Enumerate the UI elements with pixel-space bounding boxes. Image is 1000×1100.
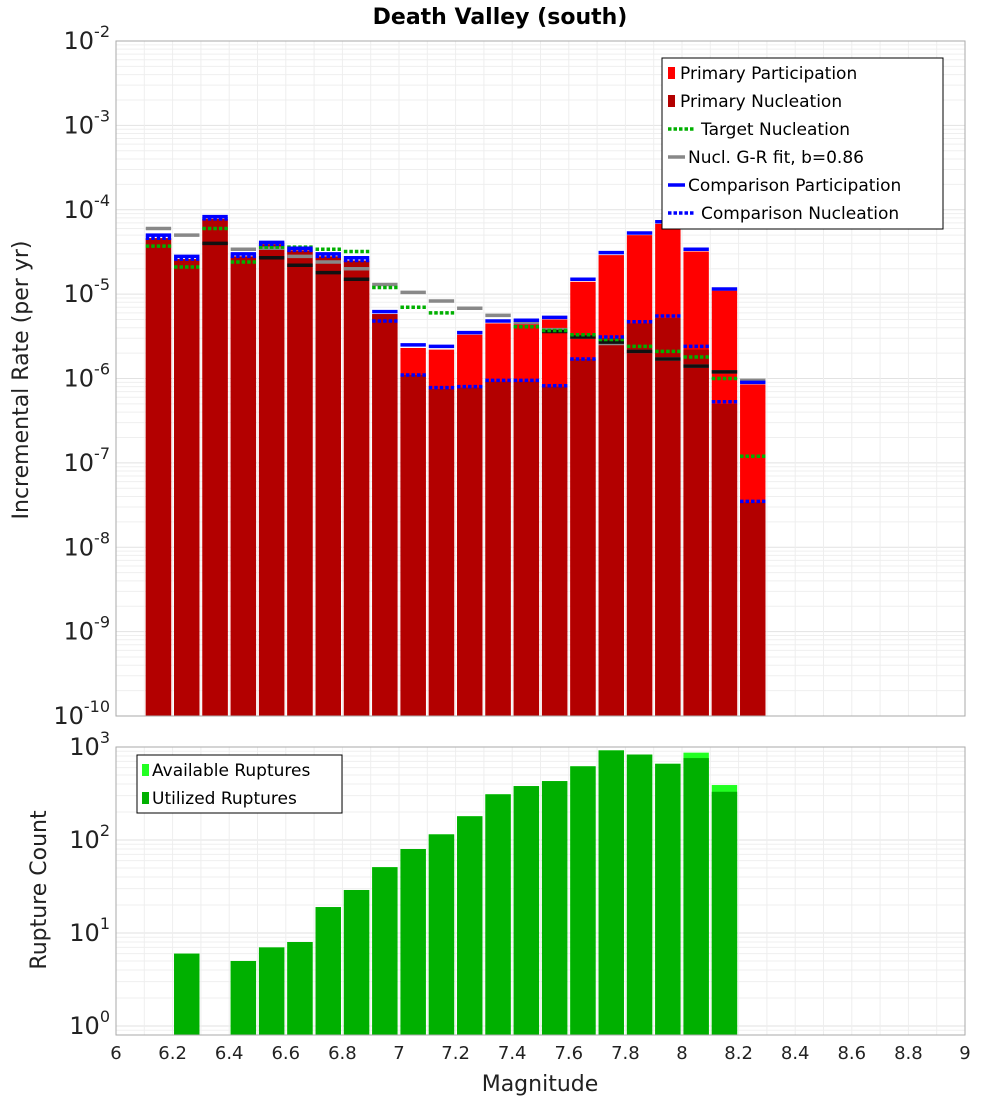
utilized-rupture-bar <box>400 849 426 1035</box>
utilized-rupture-bar <box>513 786 540 1035</box>
nucleation-bar <box>541 386 568 716</box>
x-tick-label: 7.2 <box>441 1043 470 1064</box>
top-plot-frame <box>115 40 966 717</box>
x-tick-label: 6.6 <box>271 1043 300 1064</box>
legend-label: Nucl. G-R fit, b=0.86 <box>688 148 864 168</box>
utilized-rupture-bar <box>372 867 398 1035</box>
top-y-tick-label: 10-4 <box>64 191 111 224</box>
nucleation-bar <box>513 381 540 716</box>
nucleation-bar <box>315 256 341 716</box>
nucleation-bar <box>343 260 370 716</box>
bottom-y-tick-label: 103 <box>69 728 110 761</box>
utilized-rupture-bar <box>683 758 709 1035</box>
nucleation-bar <box>258 244 285 717</box>
nucleation-bar <box>626 323 653 716</box>
nucleation-bar <box>145 238 172 716</box>
bottom-y-tick-label: 100 <box>69 1007 110 1040</box>
nucleation-bar <box>683 349 709 716</box>
bottom-bars <box>174 750 738 1035</box>
utilized-rupture-bar <box>626 754 653 1035</box>
bottom-y-tick-label: 102 <box>69 821 110 854</box>
top-legend-box <box>661 57 944 230</box>
nucleation-bar <box>287 250 313 717</box>
legend-label: Comparison Nucleation <box>701 204 899 224</box>
utilized-rupture-bar <box>343 889 370 1035</box>
utilized-rupture-bar <box>287 942 313 1035</box>
chart-title: Death Valley (south) <box>373 5 628 30</box>
x-tick-label: 9 <box>959 1043 970 1064</box>
utilized-rupture-bar <box>570 766 596 1035</box>
x-tick-label: 7 <box>393 1043 404 1064</box>
legend-label: Comparison Participation <box>688 176 901 196</box>
bottom-y-tick-labels: 100 101 102 103 <box>69 728 110 1040</box>
bottom-y-axis-label: Rupture Count <box>27 810 52 970</box>
bottom-legend-box <box>136 754 343 814</box>
top-y-tick-label: 10-10 <box>53 697 110 730</box>
x-tick-label: 8.4 <box>781 1043 810 1064</box>
x-tick-label: 8.2 <box>724 1043 753 1064</box>
legend-label: Target Nucleation <box>700 120 850 140</box>
top-legend: Primary Participation Primary Nucleation T… <box>661 57 944 230</box>
utilized-rupture-bar <box>655 763 681 1035</box>
nucleation-bar <box>372 314 398 716</box>
nucleation-bar <box>570 359 596 716</box>
x-tick-label: 8.6 <box>837 1043 866 1064</box>
utilized-rupture-bar <box>711 791 738 1035</box>
utilized-rupture-bar <box>541 781 568 1035</box>
top-y-tick-label: 10-5 <box>64 275 111 308</box>
nucleation-bar <box>485 381 511 716</box>
utilized-rupture-bar <box>315 907 341 1035</box>
x-tick-label: 6.4 <box>215 1043 244 1064</box>
bottom-y-tick-label: 101 <box>69 914 110 947</box>
nucleation-bar <box>174 259 200 716</box>
nucleation-bar <box>711 403 738 716</box>
top-y-tick-label: 10-3 <box>64 106 111 139</box>
legend-swatch <box>142 764 149 776</box>
nucleation-bar <box>457 387 483 716</box>
nucleation-bar <box>230 256 257 716</box>
legend-label: Available Ruptures <box>152 761 310 781</box>
utilized-rupture-bar <box>174 953 200 1035</box>
utilized-rupture-bar <box>457 816 483 1035</box>
legend-label: Primary Nucleation <box>680 92 842 112</box>
utilized-rupture-bar <box>428 834 455 1035</box>
nucleation-bar <box>428 389 455 716</box>
x-tick-labels: 6 6.2 6.4 6.6 6.8 7 7.2 7.4 7.6 7.8 8 8.2 8.4 8.6 8.8 9 <box>110 1043 970 1064</box>
top-y-tick-labels: 10-10 10-9 10-8 10-7 10-6 10-5 10-4 10-3 10-2 <box>53 22 110 730</box>
top-markers <box>145 214 766 504</box>
top-y-tick-label: 10-8 <box>64 528 111 561</box>
top-y-tick-label: 10-6 <box>64 360 111 393</box>
bottom-plot-frame <box>115 746 966 1036</box>
utilized-rupture-bar <box>258 947 285 1035</box>
legend-swatch <box>668 95 675 107</box>
x-axis-label: Magnitude <box>482 1072 599 1097</box>
x-tick-label: 7.6 <box>554 1043 583 1064</box>
x-tick-label: 6.8 <box>328 1043 357 1064</box>
nucleation-bar <box>655 318 681 716</box>
top-y-axis-label: Incremental Rate (per yr) <box>9 241 34 520</box>
legend-swatch <box>142 792 149 804</box>
x-tick-label: 8 <box>676 1043 687 1064</box>
x-tick-label: 6.2 <box>158 1043 187 1064</box>
top-y-tick-label: 10-7 <box>64 444 111 477</box>
top-y-tick-label: 10-9 <box>64 613 111 646</box>
utilized-rupture-bar <box>230 960 257 1035</box>
nucleation-bar <box>400 375 426 716</box>
legend-label: Utilized Ruptures <box>152 789 297 809</box>
nucleation-bar <box>202 218 228 716</box>
nucleation-bar <box>598 338 624 716</box>
utilized-rupture-bar <box>485 794 511 1035</box>
bottom-legend: Available Ruptures Utilized Ruptures <box>136 754 343 814</box>
top-y-tick-label: 10-2 <box>64 22 111 55</box>
legend-label: Primary Participation <box>680 64 857 84</box>
legend-swatch <box>668 67 675 79</box>
x-tick-label: 8.8 <box>894 1043 923 1064</box>
nucleation-bar <box>740 502 766 716</box>
x-tick-label: 7.8 <box>611 1043 640 1064</box>
top-bars <box>145 218 766 717</box>
utilized-rupture-bar <box>598 750 624 1035</box>
x-tick-label: 7.4 <box>498 1043 527 1064</box>
x-tick-label: 6 <box>110 1043 121 1064</box>
